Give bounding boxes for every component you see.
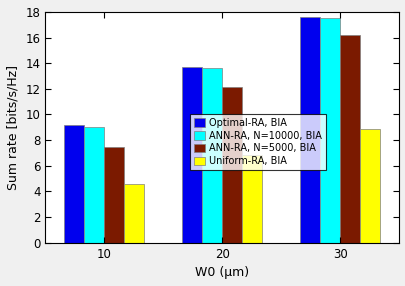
Bar [359,129,379,243]
Bar [299,17,319,243]
Bar [242,155,262,243]
X-axis label: W0 (μm): W0 (μm) [195,266,249,279]
Bar [182,67,202,243]
Bar [124,184,144,243]
Legend: Optimal-RA, BIA, ANN-RA, N=10000, BIA, ANN-RA, N=5000, BIA, Uniform-RA, BIA: Optimal-RA, BIA, ANN-RA, N=10000, BIA, A… [190,114,325,170]
Y-axis label: Sum rate [bits/s/Hz]: Sum rate [bits/s/Hz] [7,65,20,190]
Bar [222,87,242,243]
Bar [319,18,339,243]
Bar [202,68,222,243]
Bar [104,146,124,243]
Bar [339,35,359,243]
Bar [64,125,84,243]
Bar [84,127,104,243]
